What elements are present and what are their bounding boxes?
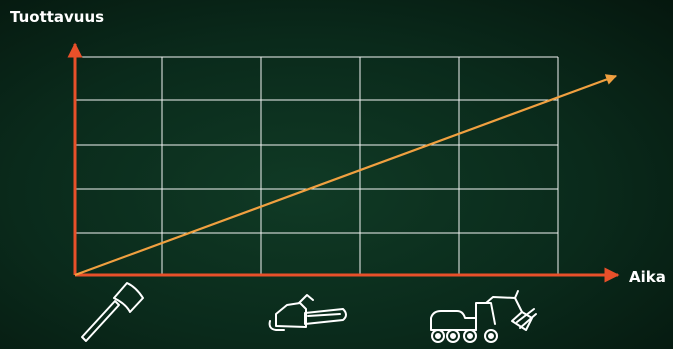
y-axis-label: Tuottavuus — [10, 8, 104, 26]
trend-line — [74, 74, 618, 277]
x-axis-label: Aika — [629, 268, 666, 286]
axe-icon — [81, 282, 144, 342]
grid — [75, 56, 559, 275]
forest-harvester-icon — [430, 290, 537, 343]
chainsaw-icon — [268, 294, 347, 331]
